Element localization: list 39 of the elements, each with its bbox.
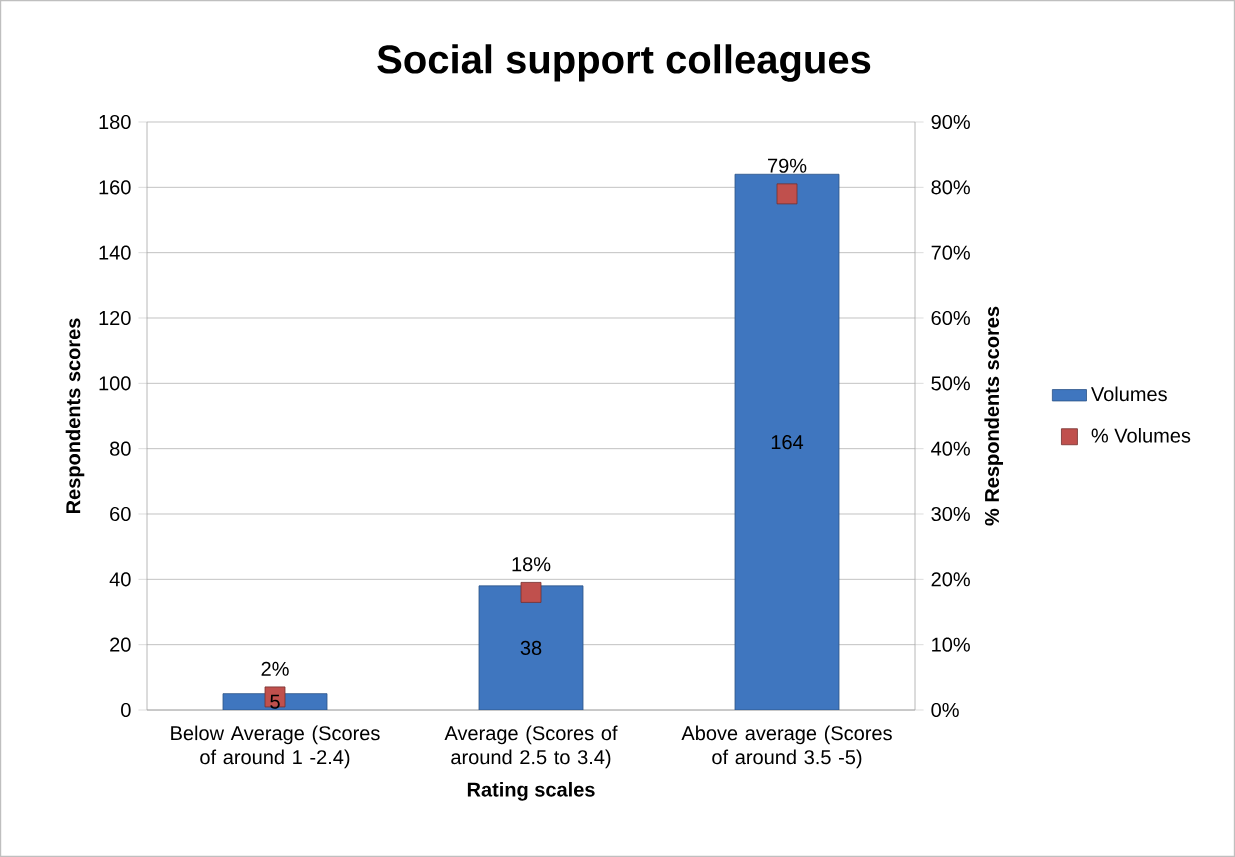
point — [776, 183, 798, 205]
y2-axis-title: % Respondents scores — [984, 306, 1004, 526]
y2-tick-label: 40% — [931, 441, 970, 456]
data-label: 164 — [771, 435, 804, 450]
y-tick-label: 20 — [110, 637, 131, 652]
point — [520, 582, 542, 603]
x-tick-label: Average (Scores of around 2.5 to 3.4) — [444, 725, 618, 769]
y2-tick-label: 0% — [931, 702, 959, 718]
y2-tick-label: 70% — [931, 245, 970, 260]
bar — [478, 585, 584, 710]
data-label: 38 — [520, 640, 542, 655]
data-label: 2% — [261, 661, 289, 676]
legend-label: % Volumes — [1091, 428, 1191, 443]
y2-tick-label: 30% — [931, 506, 970, 522]
y2-tick-label: 10% — [932, 637, 970, 652]
y2-tick-label: 60% — [931, 310, 970, 326]
x-tick-label: Above average (Scores of around 3.5 -5) — [681, 725, 892, 769]
y-tick-label: 100 — [99, 376, 131, 391]
legend-label: Volumes — [1091, 386, 1167, 402]
y-tick-label: 160 — [99, 180, 131, 195]
y2-tick-label: 50% — [931, 376, 970, 391]
data-label: 5 — [270, 694, 280, 709]
y-tick-label: 0 — [121, 702, 131, 718]
data-label: 79% — [768, 158, 807, 173]
y-tick-label: 60 — [110, 506, 131, 522]
data-label: 18% — [512, 557, 551, 572]
y-tick-label: 80 — [110, 441, 131, 456]
x-tick-label: Below Average (Scores of around 1 -2.4) — [171, 725, 380, 769]
y-tick-label: 140 — [99, 245, 131, 260]
y2-tick-label: 80% — [931, 180, 970, 195]
y-tick-label: 120 — [99, 310, 131, 326]
y2-tick-label: 90% — [931, 114, 970, 130]
chart-title: Social support colleagues — [377, 44, 871, 82]
y-axis-title: Respondents scores — [65, 318, 85, 514]
bar — [734, 173, 840, 710]
x-axis-title: Rating scales — [467, 781, 595, 801]
y-tick-label: 180 — [99, 114, 131, 130]
y2-tick-label: 20% — [931, 572, 970, 587]
y-tick-label: 40 — [109, 572, 131, 587]
